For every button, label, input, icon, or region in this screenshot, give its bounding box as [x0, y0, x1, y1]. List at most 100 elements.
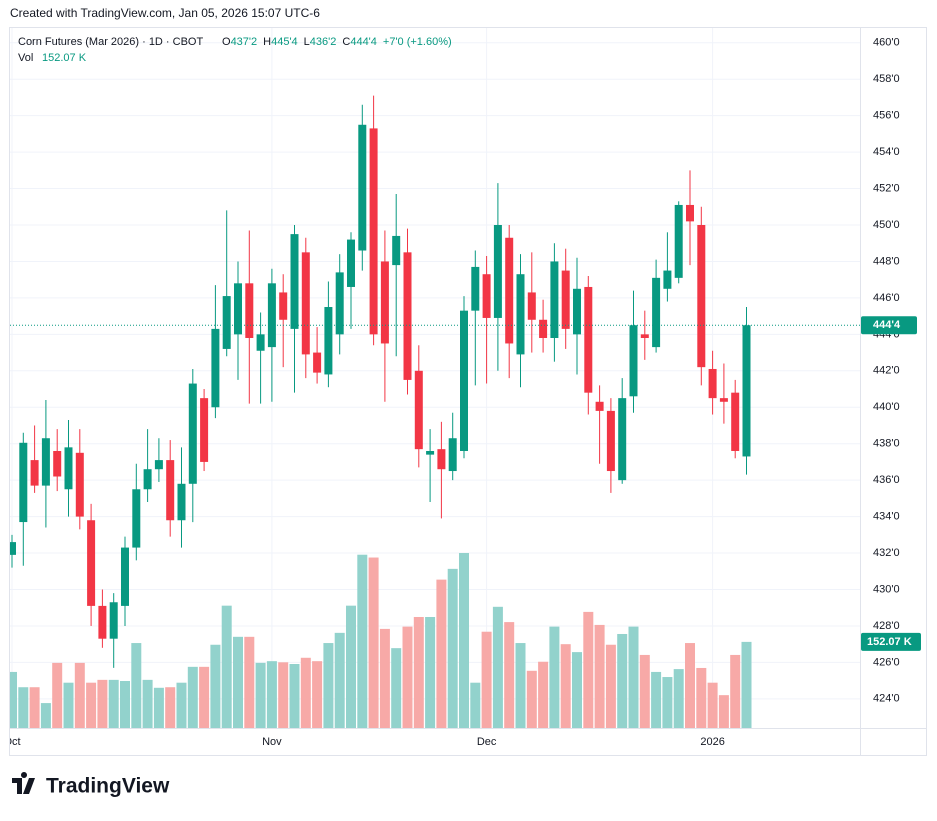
volume-bar	[515, 643, 526, 728]
volume-bar	[696, 667, 707, 728]
candle-body	[742, 325, 751, 457]
volume-bar	[368, 557, 379, 728]
y-tick-label: 432'0	[873, 547, 900, 559]
y-tick-label: 460'0	[873, 37, 900, 49]
volume-bar	[210, 644, 221, 728]
ohlc-value: 445'4	[271, 36, 298, 48]
ohlc-key: H	[263, 36, 271, 48]
candle-body	[290, 234, 299, 329]
candle-body	[41, 438, 50, 486]
y-tick-label: 434'0	[873, 511, 900, 523]
volume-bar	[199, 666, 210, 728]
candle-body	[584, 286, 593, 393]
candle-body	[121, 547, 129, 606]
candle-body	[143, 469, 152, 490]
volume-bar	[436, 579, 447, 728]
last-price-label: 444'4	[873, 319, 901, 331]
volume-bar	[481, 631, 492, 728]
candle-body	[177, 483, 186, 521]
candle-body	[595, 401, 604, 411]
candle-body	[731, 392, 740, 451]
volume-bar	[346, 605, 356, 728]
candle-body	[471, 266, 480, 311]
volume-bar	[379, 628, 390, 728]
candle-body	[561, 270, 570, 329]
y-tick-label: 454'0	[873, 146, 900, 158]
grid	[10, 28, 860, 728]
x-tick-label: 2026	[700, 736, 724, 748]
y-tick-label: 428'0	[873, 620, 900, 632]
volume-bar	[662, 677, 673, 728]
candle-body	[686, 204, 694, 222]
candle-body	[132, 489, 141, 548]
candle-body	[550, 261, 559, 338]
ohlc-value: 437'2	[231, 36, 258, 48]
volume-bar	[10, 671, 17, 728]
candle-body	[448, 438, 457, 472]
candle-body	[640, 334, 649, 338]
volume-bar	[52, 662, 63, 728]
candle-body	[75, 452, 84, 517]
candle-body	[53, 450, 62, 477]
candle-body	[573, 288, 581, 335]
candle-body	[380, 261, 389, 344]
ohlc-key: C	[342, 36, 350, 48]
candle-body	[166, 460, 175, 521]
candle-body	[324, 307, 333, 375]
candle-body	[663, 270, 672, 289]
candle-body	[719, 398, 728, 402]
candle-body	[674, 204, 683, 278]
candle-body	[267, 283, 276, 348]
volume-bar	[730, 654, 741, 728]
y-tick-label: 448'0	[873, 255, 900, 267]
frame	[9, 27, 927, 756]
candle-body	[313, 352, 322, 373]
candle-body	[109, 602, 118, 639]
volume-bar	[221, 605, 232, 728]
axes: 424'0 426'0 428'0 430'0 432'0 434'0 436'0 438'0…	[861, 37, 921, 705]
ohlc-key: O	[222, 36, 231, 48]
volume-bar	[312, 661, 323, 728]
volume-bar	[120, 680, 130, 728]
volume-bar	[142, 679, 153, 728]
volume-bar	[266, 661, 277, 728]
candle-body	[426, 450, 435, 455]
candles	[10, 95, 860, 668]
volume-bar	[549, 626, 560, 728]
candle-body	[708, 368, 717, 399]
candle-body	[347, 239, 355, 287]
volume-bar	[605, 644, 616, 728]
candle-body	[10, 542, 16, 555]
volume-bar	[131, 643, 142, 728]
volume-bar	[560, 644, 571, 728]
candle-body	[222, 296, 231, 349]
x-tick-label: Dec	[477, 736, 497, 748]
volume-bar	[108, 679, 119, 728]
volume-bar	[255, 662, 266, 728]
candle-body	[335, 272, 344, 335]
volume-bar	[673, 669, 684, 728]
volume-bar	[153, 687, 164, 728]
candle-body	[154, 460, 163, 470]
volume-bar	[639, 654, 650, 728]
candle-body	[527, 292, 536, 320]
volume-bar	[40, 703, 51, 728]
volume-bar	[572, 652, 582, 728]
volume-bar	[97, 679, 108, 728]
y-tick-label: 452'0	[873, 182, 900, 194]
volume-bar	[526, 670, 537, 728]
volume-bar	[334, 632, 345, 728]
candle-body	[211, 328, 220, 408]
y-tick-label: 450'0	[873, 219, 900, 231]
candle-body	[245, 283, 254, 338]
y-tick-label: 430'0	[873, 583, 900, 595]
logo: TradingView	[12, 771, 170, 798]
volume-bar	[244, 636, 255, 728]
candle-body	[19, 442, 28, 523]
volume-bar	[402, 626, 413, 728]
candle-body	[460, 310, 468, 451]
volume-title: Vol	[18, 52, 33, 64]
volume-bar	[538, 661, 549, 728]
volume-bar	[74, 662, 85, 728]
